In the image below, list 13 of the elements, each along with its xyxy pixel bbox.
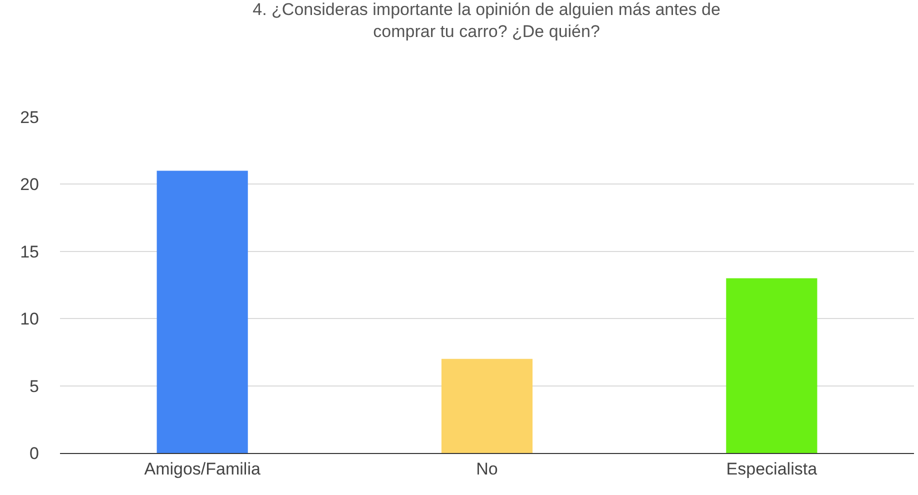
- chart-title: 4. ¿Consideras importante la opinión de alguien más antes de comprar tu carro? ¿De quién?: [252, 0, 720, 41]
- x-tick-label: Especialista: [726, 459, 818, 478]
- y-tick-label: 20: [20, 175, 39, 194]
- y-tick-label: 0: [30, 444, 39, 463]
- bar: [726, 278, 818, 453]
- x-tick-label: No: [476, 459, 498, 478]
- bar: [156, 170, 248, 453]
- bar: [441, 358, 533, 453]
- y-tick-label: 15: [20, 242, 39, 262]
- x-tick-label: Amigos/Familia: [144, 459, 261, 478]
- y-tick-label: 10: [20, 310, 39, 329]
- y-tick-label: 25: [20, 108, 39, 127]
- y-tick-label: 5: [30, 376, 39, 396]
